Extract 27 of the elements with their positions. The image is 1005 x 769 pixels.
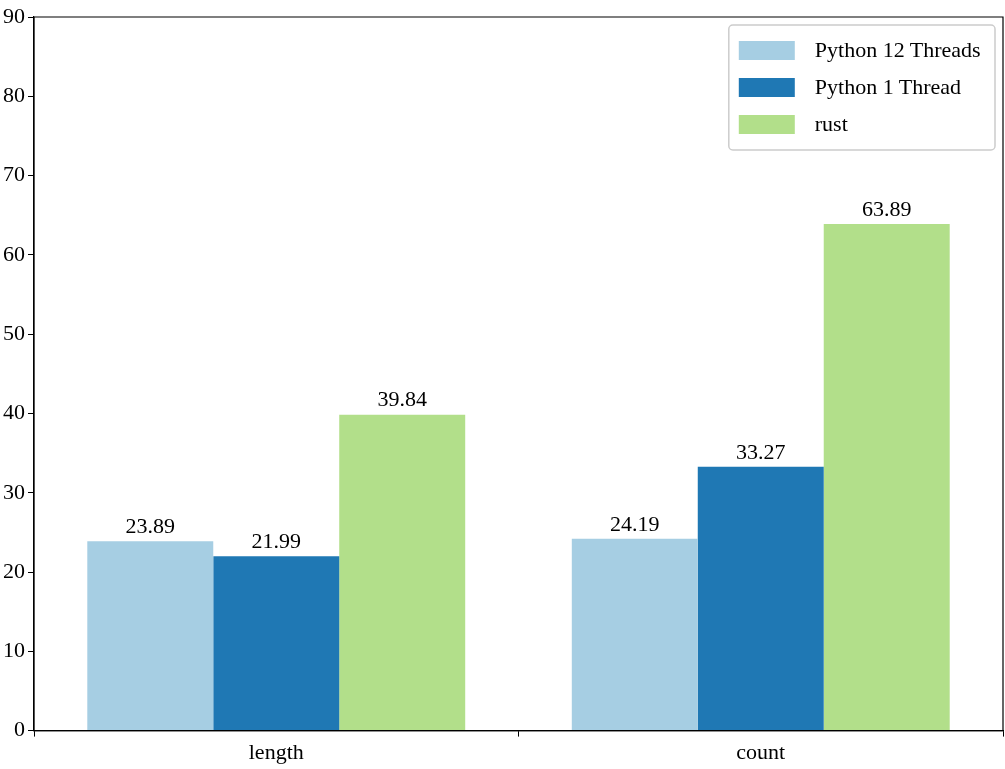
data-label: 39.84 <box>377 386 427 412</box>
data-label: 63.89 <box>861 195 912 221</box>
bar <box>339 414 466 731</box>
data-label: 33.27 <box>736 438 786 464</box>
data-label: 23.89 <box>125 512 176 538</box>
y-tick-label: 90 <box>3 2 25 28</box>
y-tick-label: 10 <box>3 637 25 663</box>
y-tick-label: 0 <box>14 716 25 742</box>
y-tick-label: 40 <box>3 399 25 425</box>
x-tick-label: length <box>248 738 304 764</box>
x-tick-label: count <box>736 738 786 764</box>
legend-label: Python 1 Thread <box>814 73 962 99</box>
y-tick-label: 70 <box>3 161 25 187</box>
bar <box>823 224 950 731</box>
legend-label: rust <box>814 110 848 136</box>
data-label: 24.19 <box>610 510 660 536</box>
data-label: 21.99 <box>251 528 301 554</box>
legend-label: Python 12 Threads <box>814 36 981 62</box>
bar <box>213 556 340 731</box>
y-tick-label: 20 <box>3 557 25 583</box>
bar <box>571 538 698 731</box>
y-tick-label: 80 <box>3 82 25 108</box>
bar <box>697 466 824 731</box>
bar <box>87 541 214 731</box>
y-tick-label: 60 <box>3 240 25 266</box>
y-tick-label: 50 <box>3 319 25 345</box>
y-tick-label: 30 <box>3 478 25 504</box>
